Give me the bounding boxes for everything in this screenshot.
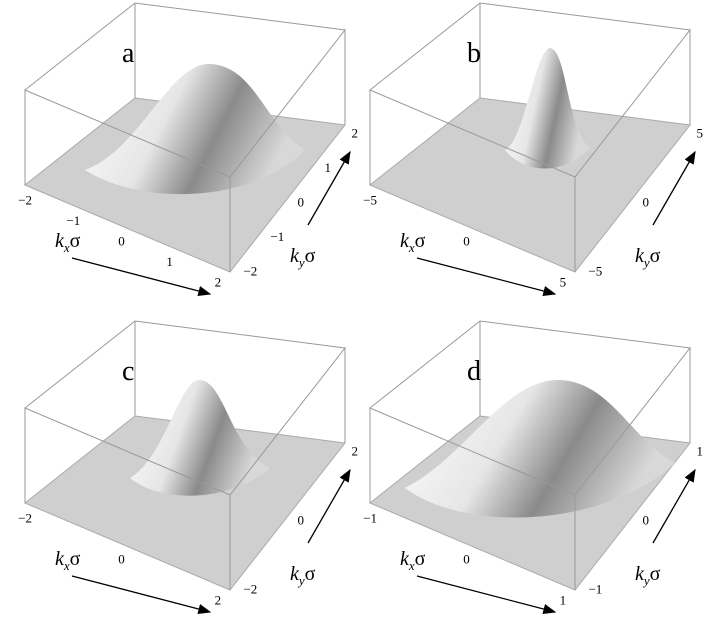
y-tick-label: 1 xyxy=(325,160,332,175)
back-edges xyxy=(369,320,691,416)
x-tick-label: 0 xyxy=(118,552,125,567)
x-tick-label: −1 xyxy=(363,511,377,526)
y-tick-label: −2 xyxy=(243,582,257,597)
x-tick-label: 0 xyxy=(463,552,470,567)
y-tick-label: 0 xyxy=(643,195,650,210)
y-tick-label: −5 xyxy=(588,264,602,279)
back-edges xyxy=(24,320,346,416)
back-edges xyxy=(369,2,691,98)
axis-label-tail: σ xyxy=(305,563,316,585)
axis-label-tail: σ xyxy=(650,563,661,585)
axis-label-base: k xyxy=(55,230,65,252)
x-arrow xyxy=(416,575,557,615)
panel-label: b xyxy=(467,38,481,69)
y-tick-label: −2 xyxy=(243,264,257,279)
axis-label-base: k xyxy=(290,245,300,267)
x-arrow xyxy=(416,257,557,297)
x-tick-label: 1 xyxy=(166,254,173,269)
axis-label-sub: x xyxy=(408,558,415,573)
axis-label-sub: y xyxy=(297,573,305,588)
y-tick-label: 0 xyxy=(643,513,650,528)
axis-label: kxσ xyxy=(55,230,81,255)
y-arrow xyxy=(652,150,696,226)
y-arrow xyxy=(307,468,351,544)
y-tick-label: 1 xyxy=(697,443,704,458)
panel-label: d xyxy=(467,356,481,387)
x-tick-label: 1 xyxy=(560,592,567,607)
y-arrow xyxy=(307,150,351,226)
front-edges xyxy=(24,346,346,590)
axis-label-sub: x xyxy=(408,240,415,255)
axis-label-sub: y xyxy=(642,255,650,270)
axis-label-tail: σ xyxy=(305,245,316,267)
front-edges xyxy=(369,346,691,590)
axis-label-tail: σ xyxy=(650,245,661,267)
axis-label-base: k xyxy=(400,230,410,252)
surface xyxy=(405,379,675,518)
axis-label: kxσ xyxy=(55,548,81,573)
axis-label-tail: σ xyxy=(415,548,426,570)
axis-label: kyσ xyxy=(635,245,661,270)
y-tick-label: −1 xyxy=(588,582,602,597)
x-tick-label: −2 xyxy=(18,193,32,208)
x-tick-label: 2 xyxy=(215,274,222,289)
x-arrow xyxy=(71,257,212,297)
y-tick-label: 2 xyxy=(352,443,359,458)
y-arrow xyxy=(652,468,696,544)
axis-label-base: k xyxy=(635,563,645,585)
axis-label-sub: x xyxy=(63,558,70,573)
axis-label-tail: σ xyxy=(70,230,81,252)
axis-label-sub: y xyxy=(297,255,305,270)
y-tick-label: −1 xyxy=(270,229,284,244)
y-tick-label: 0 xyxy=(298,195,305,210)
surface xyxy=(130,379,270,496)
x-tick-label: −2 xyxy=(18,511,32,526)
axis-label-tail: σ xyxy=(415,230,426,252)
axis-label: kxσ xyxy=(400,548,426,573)
x-tick-label: −5 xyxy=(363,193,377,208)
x-tick-label: 5 xyxy=(560,274,567,289)
axis-label: kyσ xyxy=(635,563,661,588)
x-tick-label: −1 xyxy=(66,213,80,228)
front-edges xyxy=(369,28,691,272)
axis-label: kyσ xyxy=(290,245,316,270)
axis-label-base: k xyxy=(400,548,410,570)
panel-label: a xyxy=(122,38,135,69)
y-tick-label: 5 xyxy=(697,125,704,140)
axis-label-sub: x xyxy=(63,240,70,255)
surface xyxy=(85,63,305,195)
y-tick-label: 0 xyxy=(298,513,305,528)
x-arrow xyxy=(71,575,212,615)
axis-label-sub: y xyxy=(642,573,650,588)
axis-label-tail: σ xyxy=(70,548,81,570)
axis-label-base: k xyxy=(290,563,300,585)
axis-label-base: k xyxy=(55,548,65,570)
axis-label-base: k xyxy=(635,245,645,267)
x-tick-label: 0 xyxy=(118,234,125,249)
x-tick-label: 2 xyxy=(215,592,222,607)
axis-label: kyσ xyxy=(290,563,316,588)
axis-label: kxσ xyxy=(400,230,426,255)
surface xyxy=(505,48,590,169)
panel-label: c xyxy=(122,356,134,387)
y-tick-label: 2 xyxy=(352,125,359,140)
front-edges xyxy=(24,28,346,272)
x-tick-label: 0 xyxy=(463,234,470,249)
back-edges xyxy=(24,2,346,98)
